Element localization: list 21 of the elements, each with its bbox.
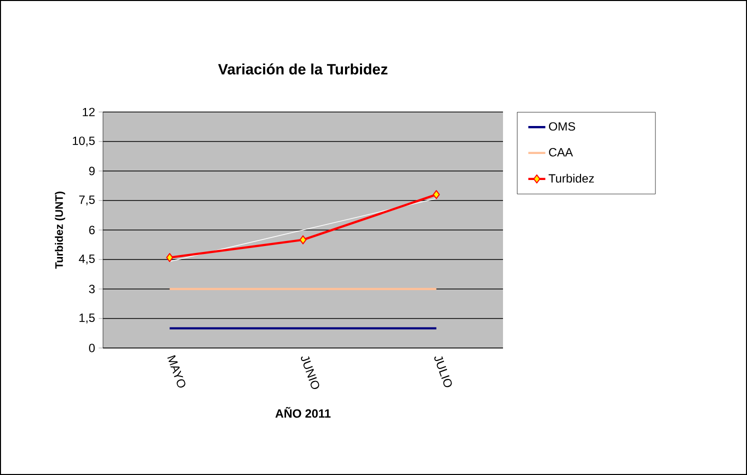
y-tick-label: 6 [89, 226, 95, 234]
point [432, 190, 440, 200]
x-axis-title: AÑO 2011 [275, 406, 331, 418]
legend-label: CAA [549, 148, 573, 156]
y-tick-label: 7,5 [79, 196, 95, 206]
y-tick-label: 10,5 [72, 136, 95, 146]
y-tick-label: 1,5 [80, 314, 95, 324]
y-tick-label: 3 [89, 284, 95, 294]
x-tick-label: MAYO [167, 355, 186, 388]
point [166, 253, 174, 262]
y-tick-label: 9 [89, 166, 95, 176]
point [300, 235, 307, 244]
y-tick-label: 0 [89, 344, 95, 352]
x-tick-label: JUNIO [300, 356, 320, 390]
y-axis-title: Turbidez (UNT) [54, 192, 66, 269]
chart-title: Variación de la Turbidez [218, 63, 388, 74]
legend-label: OMS [548, 122, 576, 131]
y-tick-label: 4,5 [78, 254, 95, 264]
y-tick-label: 12 [82, 108, 95, 116]
x-tick-label: JULIO [434, 356, 452, 388]
legend-label: Turbidez [548, 174, 594, 183]
